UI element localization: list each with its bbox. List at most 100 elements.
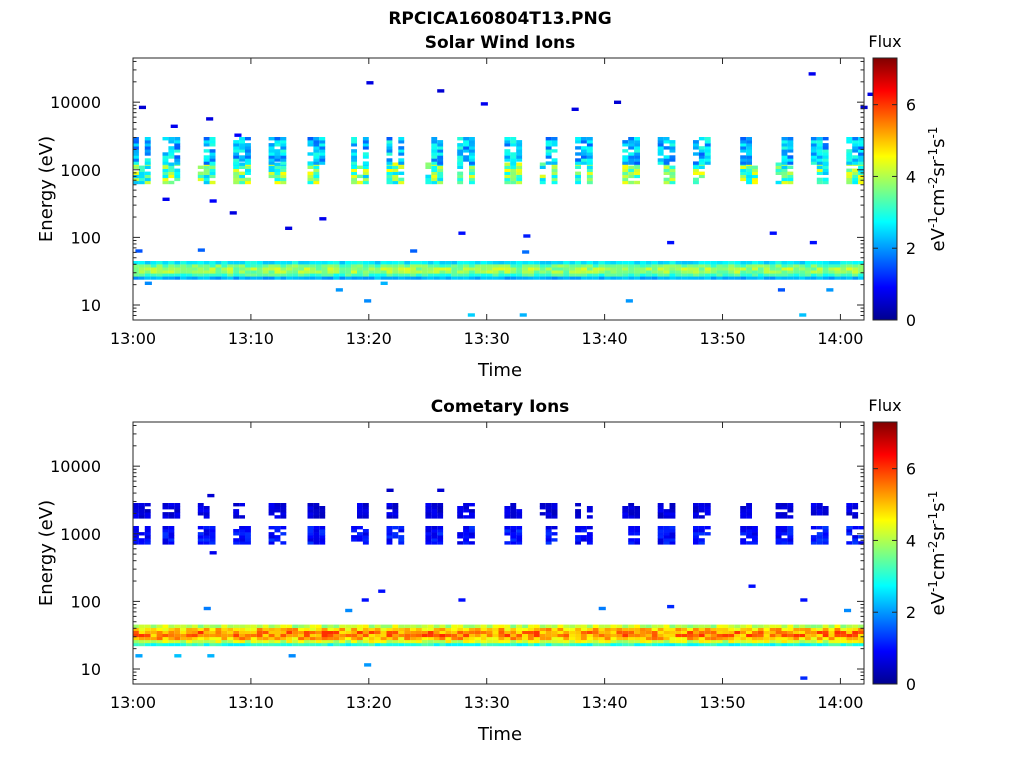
heatmap-cell: [192, 630, 198, 634]
heatmap-cell: [380, 642, 387, 647]
heatmap-cell: [362, 512, 369, 516]
heatmap-cell: [386, 149, 393, 153]
heatmap-cell: [575, 509, 581, 513]
heatmap-cell: [286, 267, 293, 271]
heatmap-cell: [669, 267, 676, 271]
heatmap-cell: [345, 261, 352, 265]
heatmap-cell: [504, 264, 511, 268]
heatmap-cell: [274, 627, 281, 631]
heatmap-cell: [203, 143, 210, 147]
heatmap-cell: [162, 180, 169, 185]
heatmap-cell: [510, 140, 517, 144]
heatmap-cell: [551, 526, 558, 530]
heatmap-cell: [781, 161, 788, 165]
heatmap-cell: [180, 267, 187, 271]
heatmap-cell: [563, 624, 570, 628]
heatmap-cell: [345, 630, 352, 634]
heatmap-cell: [675, 264, 682, 268]
heatmap-cell: [368, 624, 375, 628]
heatmap-cell: [563, 267, 570, 271]
heatmap-cell: [392, 515, 399, 519]
heatmap-cell: [510, 636, 517, 641]
heatmap-cell: [274, 624, 281, 628]
heatmap-cell: [693, 261, 699, 265]
heatmap-cell: [651, 636, 658, 641]
heatmap-cell: [319, 506, 326, 510]
heatmap-cell: [810, 535, 817, 539]
heatmap-cell: [575, 630, 581, 634]
heatmap-cell: [374, 642, 381, 647]
heatmap-cell: [309, 273, 316, 277]
heatmap-cell: [398, 535, 405, 539]
heatmap-cell: [457, 152, 464, 156]
heatmap-cell: [239, 538, 245, 542]
heatmap-cell: [504, 273, 511, 277]
heatmap-cell: [810, 143, 817, 147]
heatmap-cell: [781, 270, 788, 274]
heatmap-cell: [156, 624, 163, 628]
heatmap-cell: [431, 161, 438, 165]
heatmap-cell: [698, 526, 705, 530]
heatmap-cell: [586, 161, 593, 165]
heatmap-cell: [775, 165, 782, 169]
heatmap-cell: [545, 270, 552, 274]
heatmap-cell: [598, 270, 605, 274]
heatmap-cell: [645, 624, 652, 628]
heatmap-cell: [581, 140, 587, 144]
heatmap-cell: [669, 261, 676, 265]
heatmap-cell: [386, 143, 393, 147]
heatmap-cell: [256, 636, 263, 641]
heatmap-cell: [687, 639, 693, 644]
heatmap-cell: [616, 636, 623, 641]
heatmap-cell: [822, 639, 829, 644]
heatmap-cell: [298, 639, 304, 644]
heatmap-cell: [174, 276, 181, 280]
heatmap-cell: [663, 639, 670, 644]
heatmap-cell: [174, 267, 181, 271]
heatmap-cell: [740, 158, 747, 162]
heatmap-cell: [268, 532, 275, 536]
heatmap-cell: [746, 152, 752, 156]
heatmap-cell: [852, 174, 859, 179]
heatmap-cell: [657, 541, 664, 545]
heatmap-cell: [437, 171, 444, 175]
heatmap-cell: [722, 639, 729, 644]
heatmap-cell: [581, 264, 587, 268]
heatmap-cell: [144, 639, 151, 644]
heatmap-cell: [840, 630, 847, 634]
heatmap-cell: [268, 512, 275, 516]
heatmap-cell: [133, 137, 139, 141]
heatmap-cell: [734, 270, 741, 274]
heatmap-cell: [504, 177, 511, 182]
heatmap-cell: [716, 270, 723, 274]
heatmap-cell: [858, 267, 864, 271]
heatmap-cell: [822, 152, 829, 156]
heatmap-cell: [775, 162, 782, 166]
heatmap-cell: [227, 636, 234, 641]
heatmap-cell: [313, 535, 320, 539]
heatmap-cell: [775, 273, 782, 277]
heatmap-cell: [431, 503, 438, 507]
heatmap-cell: [728, 261, 735, 265]
heatmap-cell: [592, 636, 599, 641]
heatmap-cell: [386, 161, 393, 165]
heatmap-cell: [858, 630, 864, 634]
heatmap-cell: [858, 633, 864, 638]
heatmap-cell: [174, 158, 181, 162]
heatmap-cell: [315, 273, 322, 277]
heatmap-cell: [846, 267, 853, 271]
heatmap-cell: [233, 158, 240, 162]
heatmap-cell: [516, 630, 523, 634]
heatmap-cell: [669, 630, 676, 634]
heatmap-cell: [144, 535, 151, 539]
heatmap-cell: [469, 149, 475, 153]
heatmap-cell: [286, 639, 293, 644]
heatmap-cell: [822, 538, 829, 542]
heatmap-cell: [763, 264, 770, 268]
heatmap-cell: [280, 171, 287, 175]
heatmap-cell: [292, 630, 299, 634]
heatmap-cell: [486, 630, 493, 634]
heatmap-cell: [209, 161, 216, 165]
heatmap-cell: [480, 264, 487, 268]
heatmap-cell: [319, 512, 326, 516]
